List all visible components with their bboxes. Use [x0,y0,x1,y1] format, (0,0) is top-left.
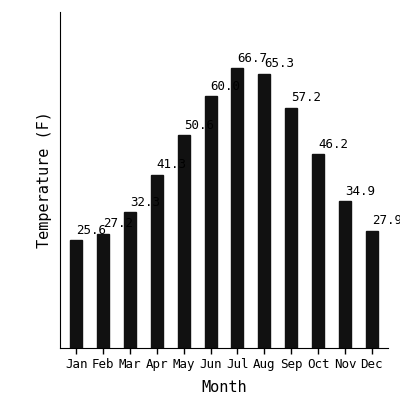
Bar [312,154,324,348]
Bar [124,212,136,348]
Bar [366,231,378,348]
Bar [97,234,109,348]
Text: 46.2: 46.2 [318,138,348,150]
Bar [204,96,217,348]
Text: 27.9: 27.9 [372,214,400,228]
Text: 25.6: 25.6 [76,224,106,237]
Bar [178,136,190,348]
Bar [151,174,163,348]
Text: 50.6: 50.6 [184,119,214,132]
X-axis label: Month: Month [201,380,247,395]
Text: 66.7: 66.7 [238,52,268,64]
Bar [258,74,270,348]
Bar [339,202,351,348]
Bar [70,240,82,348]
Bar [285,108,297,348]
Bar [231,68,244,348]
Text: 57.2: 57.2 [291,91,321,104]
Text: 34.9: 34.9 [345,185,375,198]
Text: 65.3: 65.3 [264,57,294,70]
Y-axis label: Temperature (F): Temperature (F) [37,112,52,248]
Text: 41.3: 41.3 [157,158,187,171]
Text: 32.3: 32.3 [130,196,160,209]
Text: 60.0: 60.0 [210,80,240,93]
Text: 27.2: 27.2 [103,217,133,230]
